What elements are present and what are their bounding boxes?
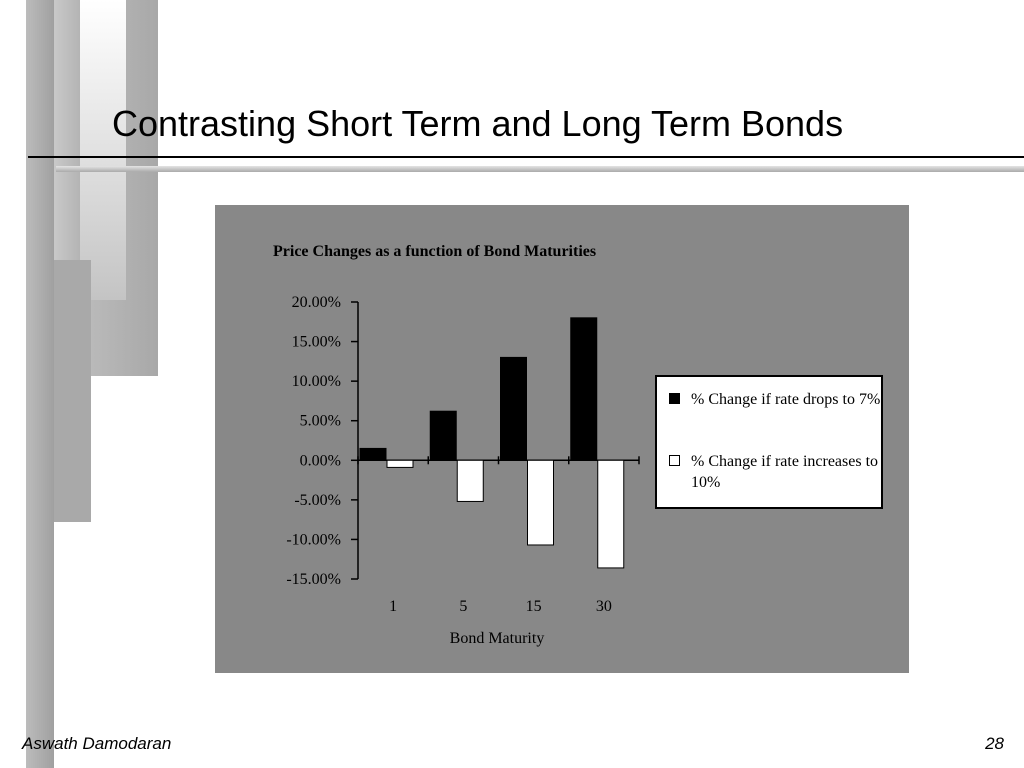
bar-chart: Price Changes as a function of Bond Matu… <box>273 243 640 647</box>
y-tick-label: -10.00% <box>286 531 341 548</box>
bar-rate-drop <box>500 356 527 461</box>
chart-panel: Price Changes as a function of Bond Matu… <box>215 205 909 673</box>
title-rule-shadow <box>56 166 1024 172</box>
x-tick-label: 30 <box>596 598 612 615</box>
bar-rate-drop <box>570 317 598 461</box>
legend-swatch-rate-increase <box>669 455 680 466</box>
decor-bar-5 <box>26 0 54 768</box>
y-tick-label: -15.00% <box>286 571 341 588</box>
title-rule <box>28 156 1024 158</box>
bar-rate-drop <box>359 447 387 461</box>
footer-author: Aswath Damodaran <box>22 734 172 753</box>
x-tick-label: 5 <box>459 598 467 615</box>
legend-label-rate-drop: % Change if rate drops to 7% <box>691 391 881 408</box>
legend-swatch-rate-drop <box>669 393 680 404</box>
x-axis-label: Bond Maturity <box>450 630 545 647</box>
x-tick-label: 1 <box>389 598 397 615</box>
bar-rate-increase <box>456 459 484 502</box>
y-tick-label: 5.00% <box>300 413 341 430</box>
bar-rate-increase <box>597 459 625 569</box>
bar-rate-increase <box>527 459 554 546</box>
bar-rate-drop <box>429 410 457 461</box>
chart-legend: % Change if rate drops to 7% % Change if… <box>655 375 883 509</box>
y-tick-label: -5.00% <box>294 492 341 509</box>
y-tick-label: 15.00% <box>292 334 341 351</box>
legend-label-rate-increase: % Change if rate increases to 10% <box>691 453 879 491</box>
slide-title: Contrasting Short Term and Long Term Bon… <box>112 103 844 144</box>
chart-title: Price Changes as a function of Bond Matu… <box>273 243 596 260</box>
y-tick-label: 10.00% <box>292 373 341 390</box>
bar-rate-increase <box>386 459 414 468</box>
decor-bar-4 <box>50 260 91 522</box>
x-tick-label: 15 <box>526 598 542 615</box>
y-tick-label: 0.00% <box>300 452 341 469</box>
page-number: 28 <box>985 734 1004 753</box>
y-tick-label: 20.00% <box>292 294 341 311</box>
